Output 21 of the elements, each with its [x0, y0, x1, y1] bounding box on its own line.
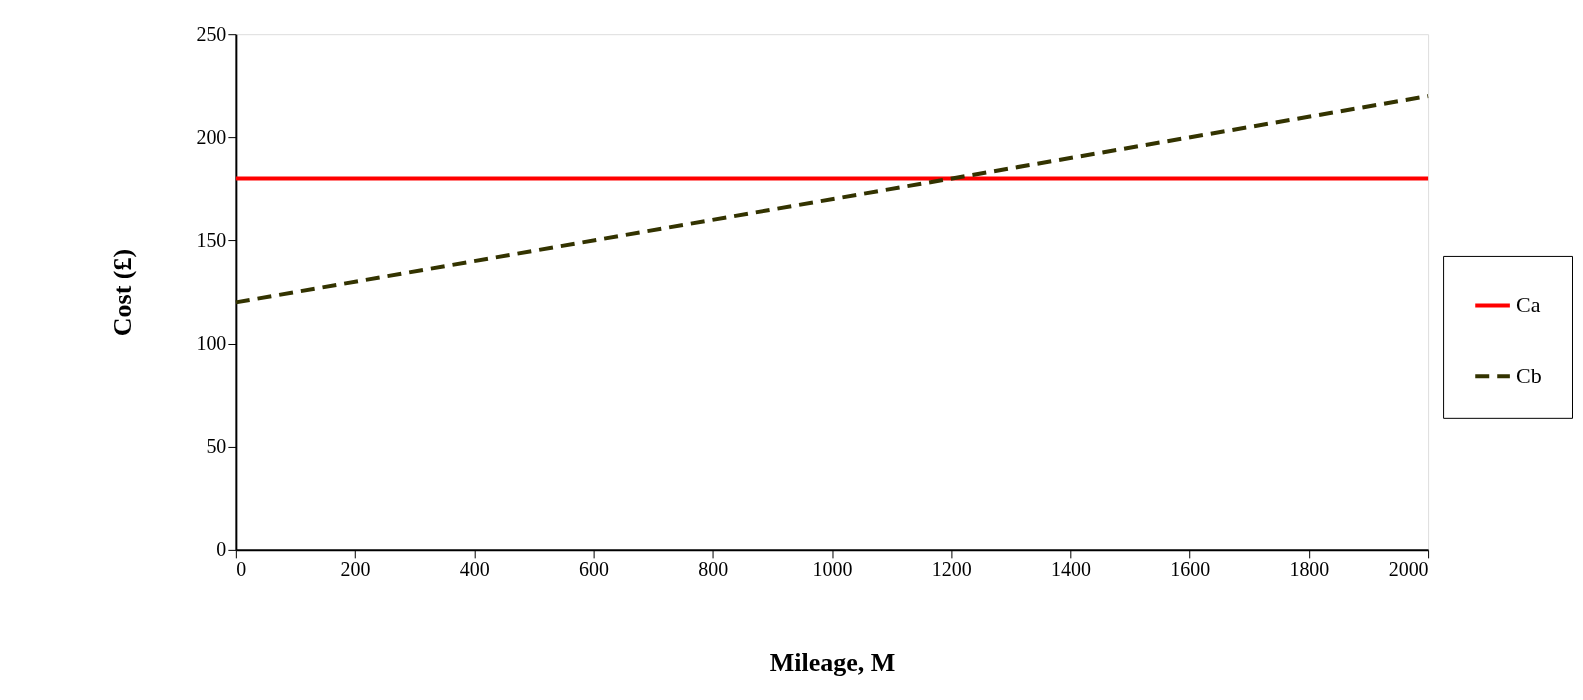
y-tick-label: 0	[216, 538, 227, 561]
y-axis-title: Cost (£)	[108, 248, 138, 337]
y-tick-label: 150	[196, 228, 227, 251]
y-tick-label: 100	[196, 332, 227, 355]
legend-label: Ca	[1516, 292, 1541, 318]
x-tick-label: 1400	[1050, 558, 1091, 581]
x-tick-label: 1600	[1170, 558, 1211, 581]
x-tick-label: 2000	[1388, 558, 1429, 581]
legend-label: Cb	[1516, 363, 1542, 389]
y-tick-label: 50	[206, 435, 227, 458]
x-tick-label: 400	[459, 558, 490, 581]
x-axis-title: Mileage, M	[769, 648, 896, 678]
x-tick-label: 600	[579, 558, 610, 581]
x-tick-label: 0	[236, 558, 247, 581]
y-tick-label: 200	[196, 125, 227, 148]
x-tick-label: 1800	[1289, 558, 1330, 581]
x-tick-label: 1200	[931, 558, 972, 581]
y-tick-label: 250	[196, 22, 227, 45]
x-tick-label: 1000	[812, 558, 853, 581]
x-tick-label: 800	[698, 558, 729, 581]
x-tick-label: 200	[340, 558, 371, 581]
